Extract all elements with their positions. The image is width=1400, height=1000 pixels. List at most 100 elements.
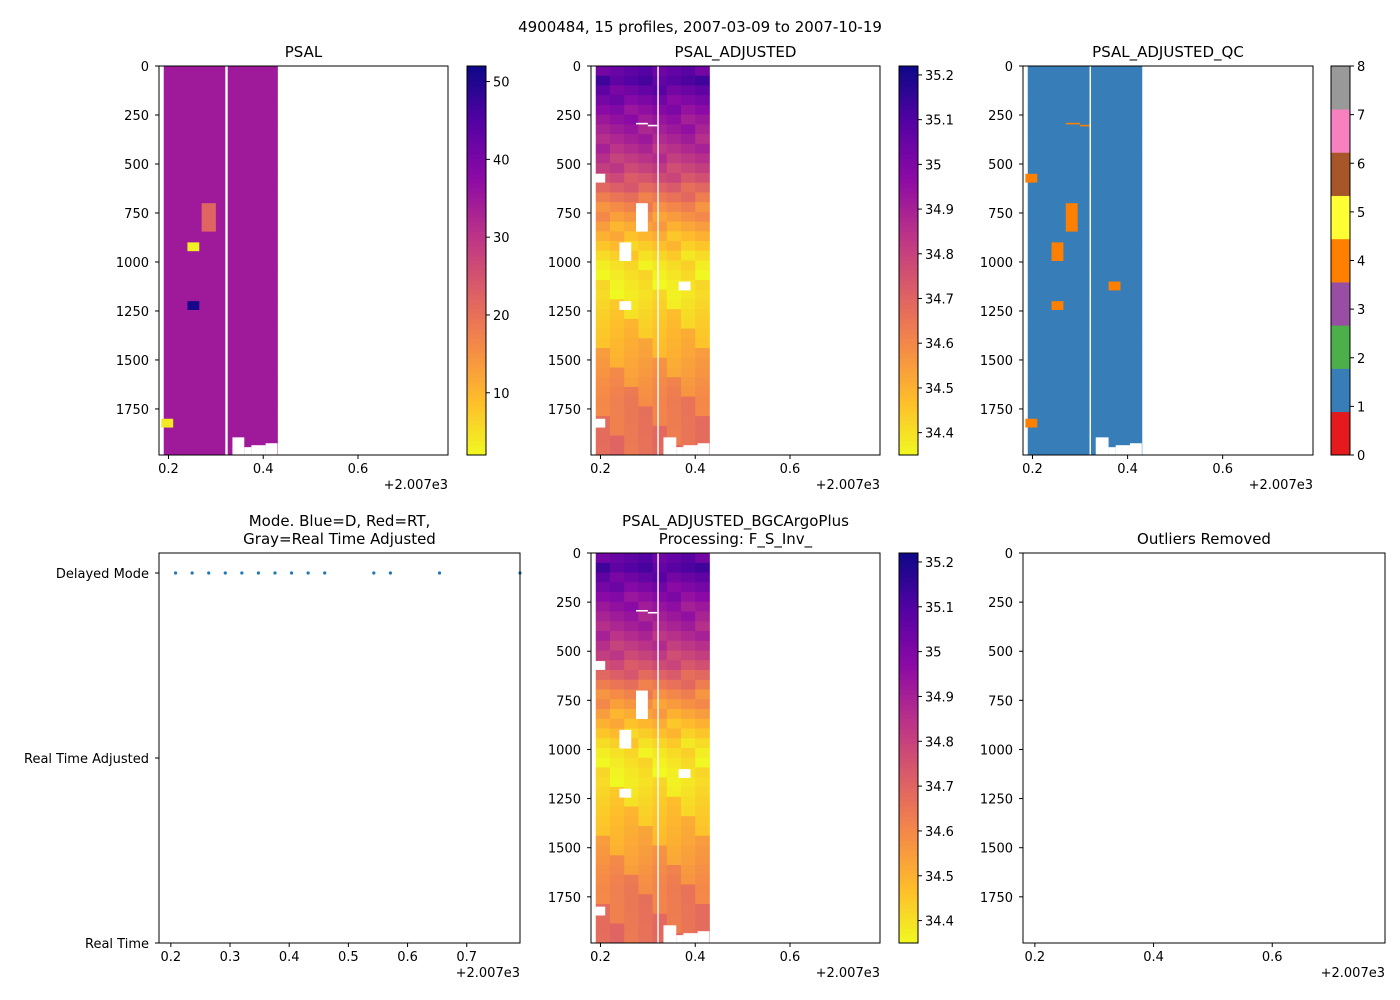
heatmap-cell <box>595 777 611 788</box>
heatmap-cell <box>666 650 682 661</box>
heatmap-cell <box>666 299 682 310</box>
heatmap-cell <box>681 631 696 642</box>
heatmap-cell <box>1099 211 1114 222</box>
heatmap-cell <box>220 445 236 456</box>
anomaly-cell <box>161 418 174 428</box>
heatmap-cell <box>609 221 625 232</box>
heatmap-cell <box>595 933 611 944</box>
heatmap <box>593 66 710 456</box>
heatmap-cell <box>609 396 625 407</box>
heatmap-cell <box>206 95 221 106</box>
colorbar-segment <box>899 313 918 320</box>
heatmap-cell <box>666 738 682 749</box>
panel-title: PSAL_ADJUSTED_BGCArgoPlus <box>622 512 849 531</box>
heatmap-cell <box>1099 406 1114 417</box>
heatmap-cell <box>624 796 639 807</box>
heatmap-cell <box>595 192 611 203</box>
heatmap-cell <box>609 357 625 368</box>
heatmap-cell <box>624 348 639 359</box>
heatmap-cell <box>1099 338 1114 349</box>
heatmap-cell <box>681 377 696 388</box>
mode-point <box>289 571 294 575</box>
heatmap-cell <box>1056 104 1071 116</box>
missing-data-cell <box>1095 437 1109 455</box>
heatmap-cell <box>1127 124 1143 135</box>
heatmap-cell <box>249 299 264 310</box>
heatmap-cell <box>609 660 625 671</box>
colorbar-segment <box>899 134 918 140</box>
heatmap-cell <box>624 611 639 622</box>
heatmap-cell <box>595 699 611 710</box>
colorbar-segment <box>899 738 918 744</box>
heatmap-cell <box>234 348 250 359</box>
heatmap-cell <box>1027 338 1043 349</box>
heatmap-cell <box>681 592 696 603</box>
heatmap-cell <box>681 299 696 310</box>
heatmap-cell <box>177 367 193 378</box>
heatmap-cell <box>220 260 236 271</box>
heatmap-cell <box>1070 85 1086 96</box>
heatmap-cell <box>695 202 710 213</box>
heatmap-cell <box>220 66 236 77</box>
heatmap-cell <box>624 894 639 905</box>
heatmap-cell <box>652 845 668 856</box>
colorbar-tick-label: 34.8 <box>925 248 954 263</box>
missing-data-cell <box>678 281 691 291</box>
missing-data-cell <box>593 418 606 428</box>
colorbar-segment <box>899 328 918 334</box>
colorbar-segment <box>467 124 486 130</box>
heatmap-cell <box>652 650 668 661</box>
x-offset-label: +2.007e3 <box>816 966 880 981</box>
heatmap-cell <box>1127 66 1143 77</box>
heatmap-cell <box>681 796 696 807</box>
heatmap-cell <box>681 114 696 125</box>
heatmap-cell <box>681 835 696 846</box>
colorbar-segment <box>467 148 486 155</box>
heatmap-cell <box>638 855 653 866</box>
heatmap-cell <box>1113 416 1128 427</box>
heatmap-cell <box>595 601 611 612</box>
y-tick-label: 1750 <box>548 403 581 418</box>
colorbar-segment <box>899 782 918 788</box>
heatmap-cell <box>681 386 696 398</box>
colorbar-segment <box>899 577 918 583</box>
heatmap-cell <box>681 738 696 749</box>
heatmap-cell <box>1042 192 1057 203</box>
colorbar-segment <box>467 357 486 364</box>
heatmap-cell <box>666 114 682 125</box>
heatmap-cell <box>220 172 236 184</box>
colorbar-segment <box>899 635 918 642</box>
heatmap-cell <box>220 104 236 116</box>
colorbar-segment <box>899 309 918 315</box>
colorbar-segment <box>899 211 918 218</box>
heatmap-cell <box>695 796 710 807</box>
heatmap-cell <box>595 894 611 905</box>
heatmap-cell <box>624 377 639 388</box>
y-tick-label: 1250 <box>548 305 581 320</box>
colorbar-segment <box>467 211 486 218</box>
heatmap-cell <box>263 75 278 86</box>
axes-frame <box>1022 552 1386 944</box>
colorbar-tick-label: 34.6 <box>925 337 954 352</box>
heatmap-cell <box>609 182 625 193</box>
colorbar-segment <box>467 279 486 286</box>
heatmap-cell <box>638 289 653 300</box>
colorbar-segment <box>467 202 486 208</box>
heatmap-cell <box>1056 134 1071 145</box>
colorbar-segment <box>899 567 918 573</box>
y-tick-label: 250 <box>556 596 581 611</box>
heatmap-cell <box>609 777 625 788</box>
heatmap-cell <box>652 406 668 417</box>
colorbar-segment <box>1331 411 1350 456</box>
heatmap-cell <box>1027 396 1043 407</box>
colorbar-segment <box>467 270 486 276</box>
heatmap-cell <box>595 592 611 603</box>
heatmap-cell <box>1056 318 1071 329</box>
heatmap-cell <box>1127 309 1143 320</box>
heatmap-cell <box>695 767 710 778</box>
heatmap-cell <box>1127 435 1143 446</box>
heatmap-cell <box>624 318 639 329</box>
heatmap-cell <box>624 884 639 895</box>
heatmap-cell <box>1027 435 1043 446</box>
heatmap-cell <box>234 425 250 436</box>
